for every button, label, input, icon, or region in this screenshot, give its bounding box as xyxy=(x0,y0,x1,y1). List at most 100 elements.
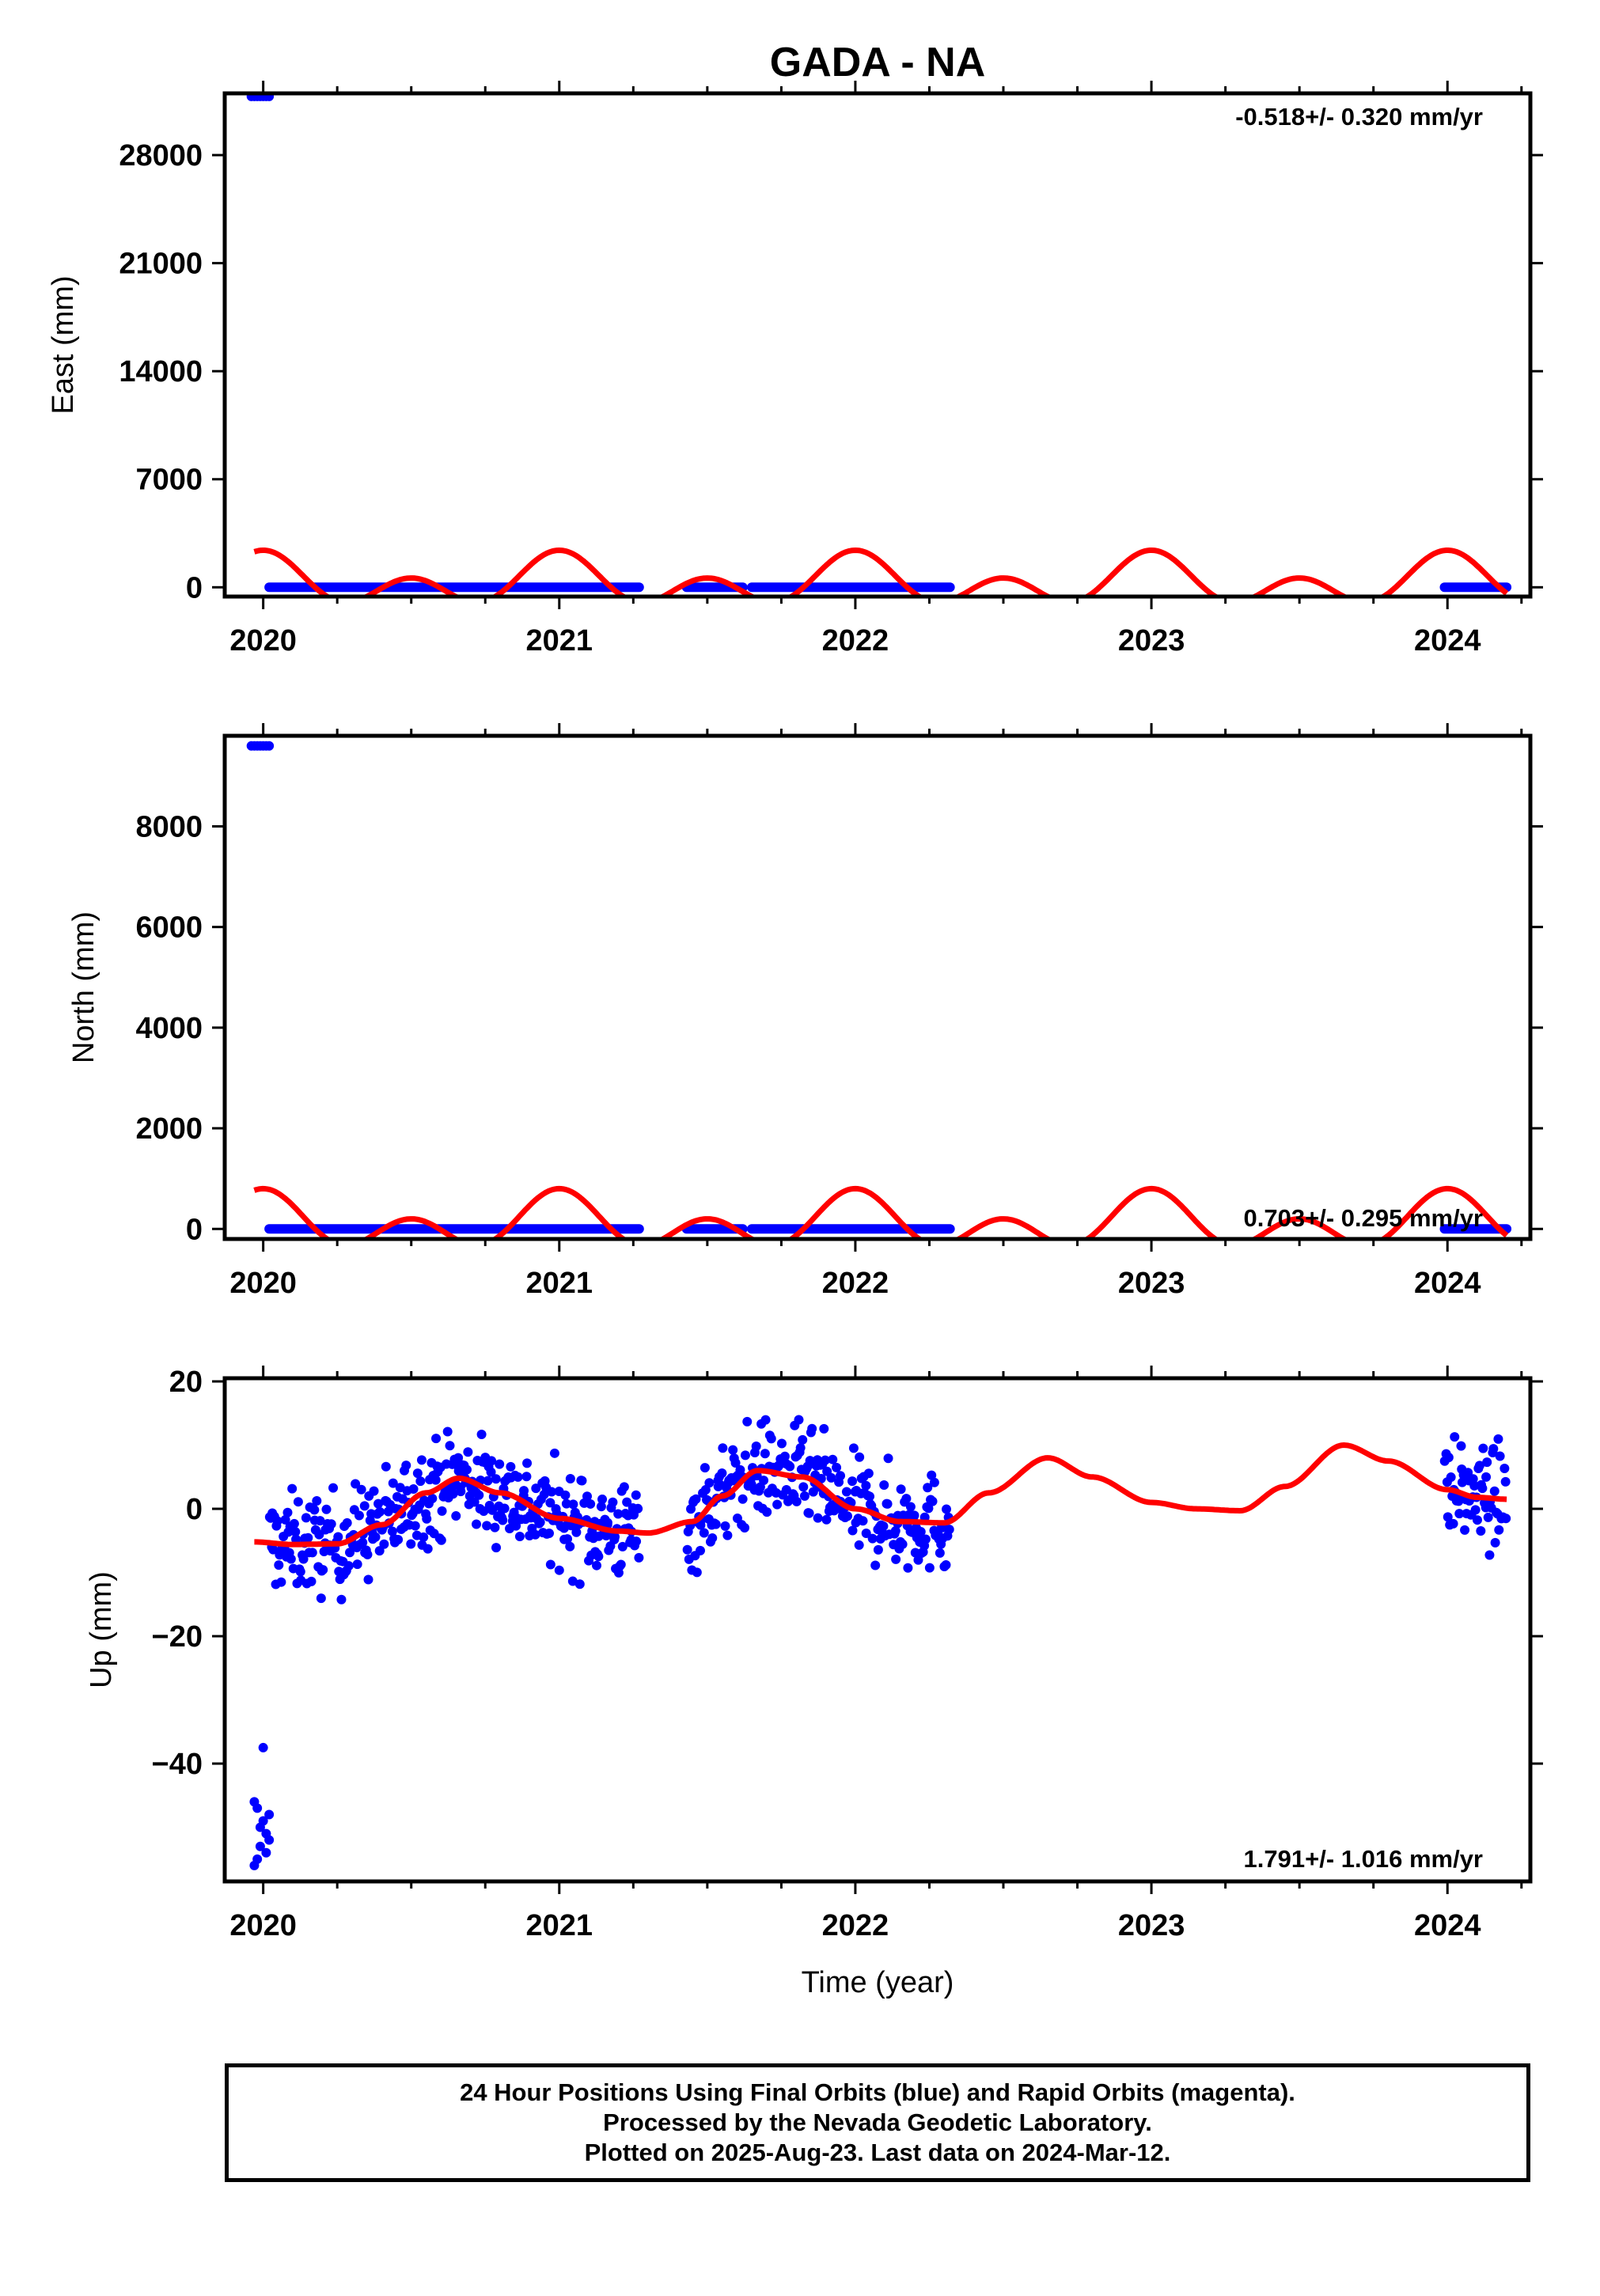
plot-area xyxy=(246,93,1512,597)
data-point xyxy=(419,1532,429,1542)
data-point xyxy=(821,1514,832,1525)
data-point xyxy=(291,1534,301,1544)
data-point xyxy=(463,1447,473,1457)
data-point xyxy=(1446,1472,1456,1483)
data-point xyxy=(890,1526,900,1536)
data-point xyxy=(929,1477,939,1487)
footer-note-box: 24 Hour Positions Using Final Orbits (bl… xyxy=(225,2063,1530,2182)
data-point xyxy=(474,1490,484,1500)
data-point xyxy=(568,1499,578,1510)
data-point xyxy=(634,1552,644,1563)
rate-annotation: 0.703+/- 0.295 mm/yr xyxy=(1244,1204,1483,1232)
data-point xyxy=(401,1461,411,1471)
data-point xyxy=(276,1577,286,1587)
data-point xyxy=(519,1486,529,1496)
data-point xyxy=(422,1514,432,1524)
data-point xyxy=(596,1502,606,1512)
data-point xyxy=(571,1527,582,1537)
data-point xyxy=(431,1434,442,1444)
data-point xyxy=(483,1476,493,1486)
data-point xyxy=(566,1521,576,1531)
data-point xyxy=(1489,1486,1500,1496)
model-curve xyxy=(253,1442,1507,1548)
data-point xyxy=(577,1476,587,1486)
data-point xyxy=(321,1504,332,1514)
data-point xyxy=(453,1453,464,1463)
data-point xyxy=(740,1522,750,1533)
data-point xyxy=(359,1501,370,1511)
data-point xyxy=(740,1450,750,1461)
data-point xyxy=(1482,1457,1492,1468)
data-point xyxy=(1472,1515,1482,1525)
x-tick-label: 2021 xyxy=(526,1267,593,1300)
y-tick-label: 8000 xyxy=(135,810,203,843)
data-point xyxy=(826,1472,836,1483)
panel-east: 0 7000 14000 21000 28000 2020 2021 2022 2023 2024… xyxy=(47,81,1543,657)
data-point xyxy=(944,1525,954,1535)
data-point xyxy=(415,1476,426,1487)
y-tick-label: 20 xyxy=(169,1366,203,1399)
data-point xyxy=(1500,1463,1510,1473)
data-point xyxy=(451,1511,461,1521)
data-point xyxy=(592,1560,602,1570)
data-point xyxy=(416,1455,427,1465)
data-point xyxy=(1488,1444,1499,1454)
data-point xyxy=(343,1561,354,1571)
y-tick-label: 28000 xyxy=(119,139,203,172)
y-tick-label: 7000 xyxy=(135,464,203,497)
data-point xyxy=(882,1498,893,1509)
data-point xyxy=(924,1563,935,1573)
data-point xyxy=(379,1539,389,1549)
data-point xyxy=(735,1464,745,1475)
data-point xyxy=(375,1506,385,1517)
x-tick-label: 2020 xyxy=(229,624,297,657)
data-point xyxy=(798,1482,809,1492)
y-tick-label: 14000 xyxy=(119,355,203,388)
data-point xyxy=(843,1511,853,1521)
footer-line-3: Plotted on 2025-Aug-23. Last data on 202… xyxy=(584,2139,1171,2166)
data-point xyxy=(363,1574,373,1585)
data-point xyxy=(554,1565,564,1575)
data-point xyxy=(456,1487,466,1497)
data-point xyxy=(1494,1525,1504,1535)
x-tick-label: 2021 xyxy=(526,1909,593,1942)
data-point xyxy=(785,1461,795,1472)
data-point xyxy=(345,1548,355,1558)
data-point xyxy=(522,1458,533,1468)
data-point xyxy=(427,1494,438,1504)
data-point xyxy=(491,1543,502,1553)
data-point xyxy=(751,1442,761,1452)
data-point xyxy=(287,1483,298,1494)
data-point xyxy=(1474,1461,1484,1471)
data-point xyxy=(832,1462,842,1472)
data-point xyxy=(264,1835,275,1845)
data-point xyxy=(854,1540,864,1550)
data-point xyxy=(1484,1550,1495,1560)
data-point xyxy=(261,1847,271,1858)
data-point xyxy=(381,1461,391,1472)
data-point xyxy=(1501,1514,1511,1524)
data-point xyxy=(445,1441,455,1451)
data-point xyxy=(795,1443,806,1453)
data-point xyxy=(549,1448,559,1458)
data-point xyxy=(742,1416,753,1426)
chart-title: GADA - NA xyxy=(770,40,986,85)
data-point xyxy=(301,1513,311,1523)
data-point xyxy=(530,1529,540,1540)
data-point xyxy=(1477,1483,1488,1494)
data-point xyxy=(1481,1472,1492,1482)
data-point xyxy=(865,1491,875,1502)
data-point xyxy=(547,1487,557,1497)
y-tick-label: 21000 xyxy=(119,248,203,281)
x-tick-label: 2020 xyxy=(229,1909,297,1942)
data-point xyxy=(1476,1525,1486,1536)
data-point xyxy=(293,1497,303,1507)
data-point xyxy=(699,1528,709,1538)
data-point xyxy=(935,1548,945,1558)
data-point xyxy=(472,1519,482,1529)
data-point xyxy=(923,1483,933,1493)
data-point xyxy=(486,1467,496,1477)
y-tick-label: −40 xyxy=(152,1748,203,1781)
data-point xyxy=(613,1509,624,1519)
